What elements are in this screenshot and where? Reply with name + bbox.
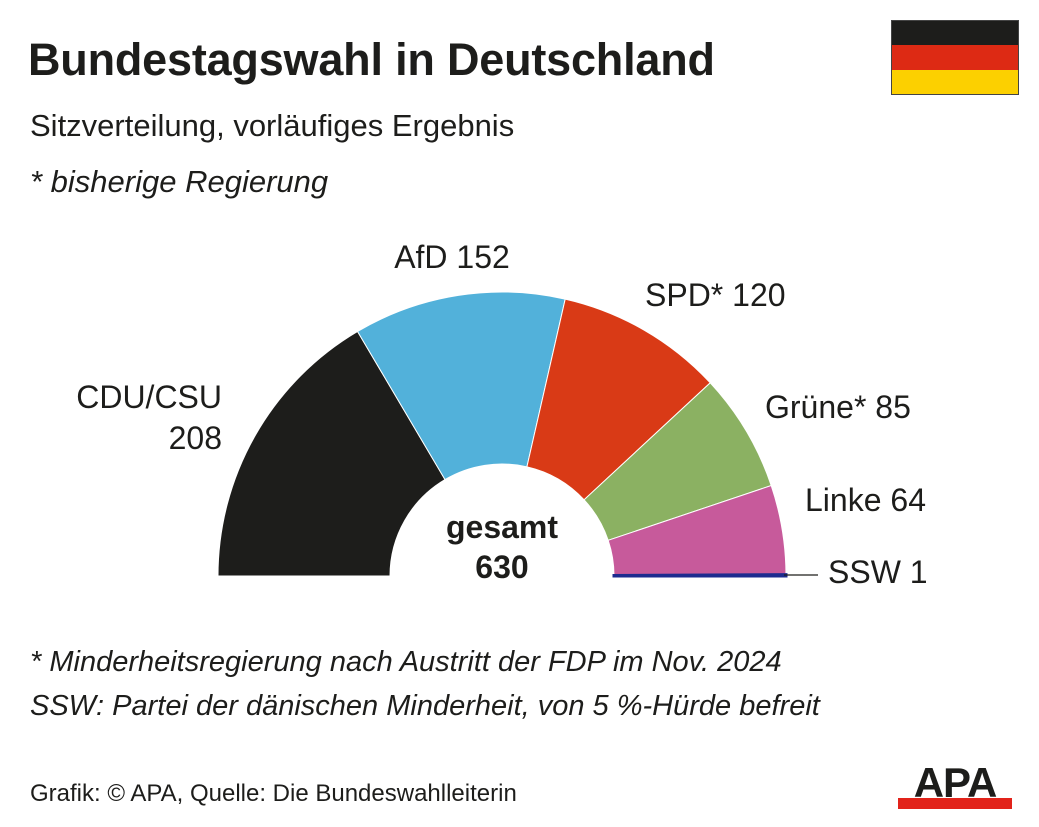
- page-title: Bundestagswahl in Deutschland: [28, 34, 715, 85]
- seat-label-afd: AfD 152: [394, 239, 510, 275]
- apa-logo: APA: [898, 759, 1012, 809]
- total-label: gesamt: [446, 509, 558, 545]
- source-credit: Grafik: © APA, Quelle: Die Bundeswahllei…: [30, 780, 517, 807]
- seat-slice-afd: [356, 291, 566, 481]
- germany-flag-icon: [891, 20, 1019, 95]
- seat-label-linke: Linke 64: [805, 482, 926, 518]
- apa-logo-bar: [898, 798, 1012, 809]
- seat-slice-cdu-csu: [217, 330, 446, 577]
- seat-label-ssw: SSW 1: [828, 554, 928, 590]
- footnote-minority-government: * Minderheitsregierung nach Austritt der…: [30, 646, 782, 678]
- seat-slice-ssw: [612, 573, 788, 578]
- flag-stripe-black: [892, 21, 1018, 46]
- government-note: * bisherige Regierung: [30, 164, 329, 199]
- seat-distribution-chart: CDU/CSU 208 AfD 152 SPD* 120 Grüne* 85 Linke …: [76, 239, 928, 590]
- total-value: 630: [475, 549, 528, 585]
- seat-label-grüne: Grüne* 85: [765, 389, 911, 425]
- seat-label-cdu-csu: CDU/CSU 208: [76, 379, 222, 456]
- footnote-ssw: SSW: Partei der dänischen Minderheit, vo…: [30, 690, 820, 722]
- flag-stripe-gold: [892, 69, 1018, 94]
- seat-label-spd: SPD* 120: [645, 277, 786, 313]
- flag-stripe-red: [892, 45, 1018, 70]
- seat-slice-spd: [526, 298, 711, 501]
- page-subtitle: Sitzverteilung, vorläufiges Ergebnis: [30, 108, 515, 143]
